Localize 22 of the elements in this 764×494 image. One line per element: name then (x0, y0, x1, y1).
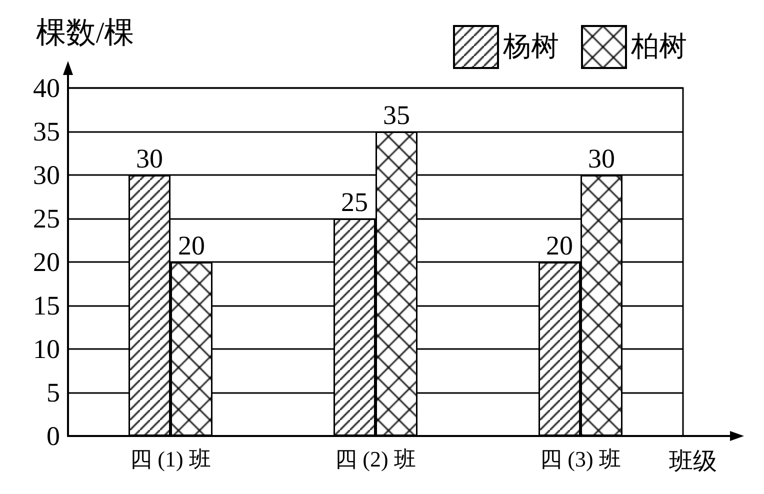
x-axis-title: 班级 (669, 449, 717, 475)
data-label: 30 (588, 144, 615, 174)
y-tick-label: 40 (33, 73, 60, 103)
data-label: 35 (383, 100, 410, 130)
legend-label: 杨树 (502, 32, 559, 62)
data-label: 25 (341, 187, 368, 217)
data-label: 30 (136, 144, 163, 174)
y-tick-label: 15 (33, 290, 60, 320)
y-tick-label: 30 (33, 160, 60, 190)
y-tick-label: 0 (46, 421, 60, 451)
y-tick-label: 20 (33, 247, 60, 277)
x-tick-label: 四 (3) 班 (540, 446, 621, 472)
y-tick-label: 5 (46, 378, 60, 408)
x-tick-label: 四 (2) 班 (335, 446, 416, 472)
data-label: 20 (178, 230, 205, 260)
x-tick-label: 四 (1) 班 (130, 446, 211, 472)
data-label: 20 (546, 230, 573, 260)
y-axis-title: 棵数/棵 (36, 16, 134, 50)
y-tick-label: 35 (33, 116, 60, 146)
y-tick-label: 10 (33, 334, 60, 364)
y-tick-label: 25 (33, 204, 60, 234)
legend-label: 柏树 (630, 32, 687, 62)
